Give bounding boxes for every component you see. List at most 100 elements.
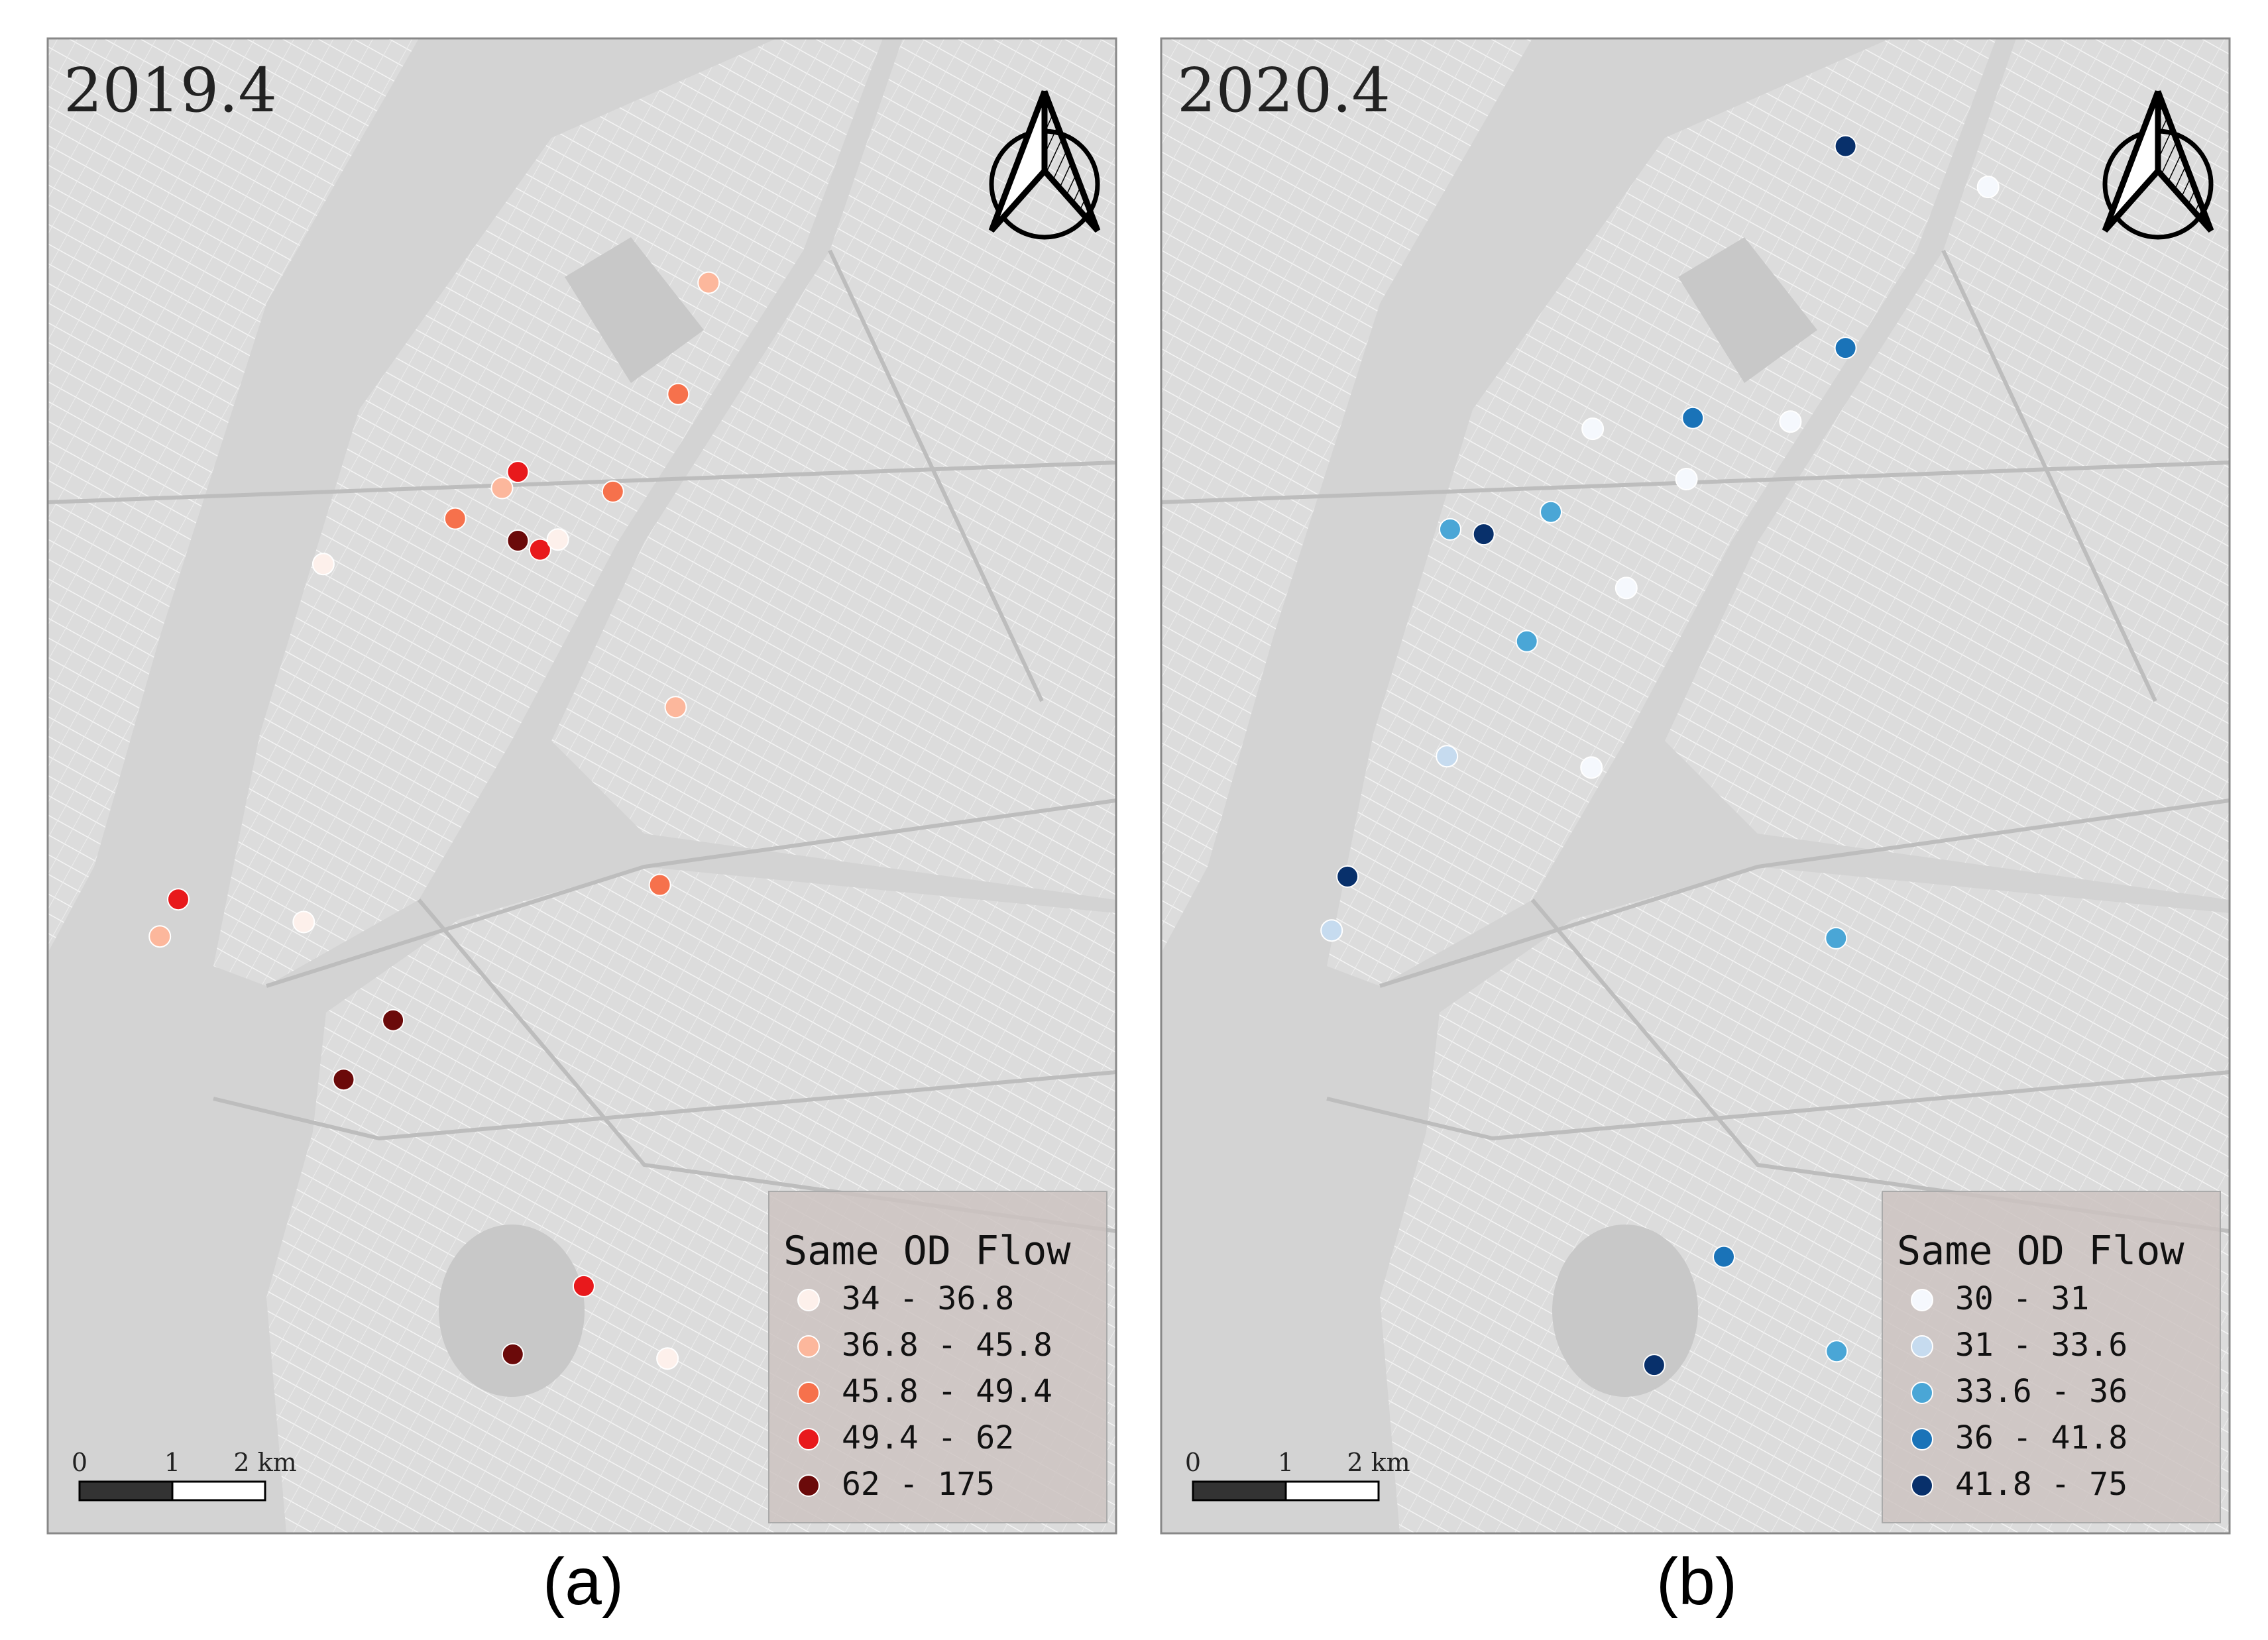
new-jersey-land	[1161, 38, 1532, 953]
flow-point[interactable]	[1675, 468, 1698, 490]
north-arrow-icon	[988, 90, 1101, 240]
flow-point[interactable]	[667, 382, 690, 406]
legend-swatch	[797, 1289, 820, 1311]
legend-label: 33.6 - 36	[1955, 1373, 2127, 1410]
legend-swatch	[1911, 1428, 1933, 1450]
flow-points	[1320, 135, 2000, 1377]
highway	[1941, 249, 2157, 702]
highway	[1379, 798, 2230, 988]
legend-swatch	[1911, 1289, 1933, 1311]
legend-swatch	[797, 1335, 820, 1358]
legend-label: 62 - 175	[842, 1466, 995, 1503]
flow-point[interactable]	[292, 910, 315, 934]
flow-point[interactable]	[648, 873, 671, 897]
flow-point[interactable]	[1779, 410, 1802, 433]
flow-point[interactable]	[1580, 756, 1603, 779]
scale-label: 2 km	[233, 1448, 296, 1477]
prospect-park	[439, 1225, 585, 1397]
highway	[213, 1070, 1116, 1141]
map-panel-a: 2019.4 0 1 2 km Same OD Flow 34 - 36.8 36.8 - …	[46, 37, 1117, 1535]
legend-swatch	[1911, 1474, 1933, 1497]
legend-swatch	[797, 1474, 820, 1497]
flow-point[interactable]	[501, 1342, 524, 1366]
legend-swatch	[1911, 1382, 1933, 1404]
scale-label: 1	[164, 1448, 180, 1477]
scale-label: 0	[72, 1448, 87, 1477]
flow-point[interactable]	[1436, 745, 1459, 768]
flow-point[interactable]	[382, 1009, 405, 1032]
panel-a-caption: (a)	[542, 1545, 624, 1619]
legend-label: 36 - 41.8	[1955, 1419, 2127, 1456]
flow-point[interactable]	[312, 553, 335, 576]
legend-swatch	[1911, 1335, 1933, 1358]
flow-point[interactable]	[1615, 576, 1638, 600]
flow-point[interactable]	[697, 271, 720, 294]
prospect-park	[1552, 1225, 1698, 1397]
legend-label: 36.8 - 45.8	[842, 1327, 1052, 1364]
flow-point[interactable]	[148, 925, 172, 948]
legend-label: 45.8 - 49.4	[842, 1373, 1052, 1410]
flow-point[interactable]	[546, 528, 569, 551]
flow-point[interactable]	[1515, 629, 1538, 653]
map-panel-b: 2020.4 0 1 2 km Same OD Flow 30 - 31 31 - 33.6…	[1160, 37, 2231, 1535]
flow-point[interactable]	[1825, 1340, 1848, 1363]
flow-point[interactable]	[1834, 337, 1857, 360]
legend-title: Same OD Flow	[1897, 1228, 2184, 1274]
flow-point[interactable]	[443, 507, 467, 530]
legend-label: 41.8 - 75	[1955, 1466, 2127, 1503]
flow-point[interactable]	[506, 529, 530, 552]
legend-label: 30 - 31	[1955, 1280, 2089, 1317]
highway	[828, 249, 1044, 702]
north-arrow-icon	[2102, 90, 2214, 240]
scale-bar: 0 1 2 km	[1185, 1448, 1410, 1502]
scale-label: 2 km	[1347, 1448, 1410, 1477]
map-frame	[1160, 37, 2231, 1535]
legend-label: 34 - 36.8	[842, 1280, 1014, 1317]
flow-point[interactable]	[1642, 1354, 1666, 1377]
flow-point[interactable]	[601, 480, 624, 503]
flow-point[interactable]	[506, 461, 530, 484]
flow-point[interactable]	[528, 538, 551, 561]
map-title: 2019.4	[64, 55, 277, 126]
flow-point[interactable]	[167, 888, 190, 911]
flow-point[interactable]	[1439, 518, 1461, 541]
flow-point[interactable]	[1825, 926, 1848, 950]
flow-point[interactable]	[1320, 919, 1343, 942]
highway	[1326, 1070, 2230, 1141]
legend-swatch	[797, 1382, 820, 1404]
panel-b-caption: (b)	[1656, 1545, 1738, 1619]
central-park	[565, 237, 704, 383]
manhattan-land	[1327, 38, 1996, 986]
legend-label: 49.4 - 62	[842, 1419, 1014, 1456]
map-title: 2020.4	[1177, 55, 1390, 126]
flow-point[interactable]	[1581, 417, 1605, 441]
flow-point[interactable]	[1681, 406, 1705, 429]
scale-bar: 0 1 2 km	[72, 1448, 297, 1502]
flow-point[interactable]	[1472, 523, 1495, 546]
legend: Same OD Flow 34 - 36.8 36.8 - 45.8 45.8 - 4…	[768, 1191, 1107, 1523]
flow-point[interactable]	[332, 1068, 355, 1091]
flow-point[interactable]	[1713, 1245, 1735, 1268]
scale-label: 1	[1278, 1448, 1294, 1477]
legend-title: Same OD Flow	[783, 1228, 1071, 1274]
central-park	[1678, 237, 1817, 383]
flow-point[interactable]	[1540, 500, 1562, 523]
flow-point[interactable]	[1976, 176, 2000, 199]
map-frame	[46, 37, 1117, 1535]
flow-point[interactable]	[656, 1347, 679, 1370]
flow-point[interactable]	[1336, 865, 1359, 888]
flow-point[interactable]	[490, 476, 514, 500]
flow-point[interactable]	[664, 696, 687, 719]
highway	[48, 461, 1116, 504]
legend-swatch	[797, 1428, 820, 1450]
flow-point[interactable]	[1834, 135, 1857, 158]
highway	[266, 798, 1116, 988]
basemap	[48, 38, 1116, 1533]
queens-land	[1665, 38, 2230, 900]
flow-point[interactable]	[572, 1274, 595, 1297]
queens-land	[551, 38, 1116, 900]
legend-label: 31 - 33.6	[1955, 1327, 2127, 1364]
new-jersey-land	[48, 38, 419, 953]
legend: Same OD Flow 30 - 31 31 - 33.6 33.6 - 36 36 …	[1882, 1191, 2221, 1523]
